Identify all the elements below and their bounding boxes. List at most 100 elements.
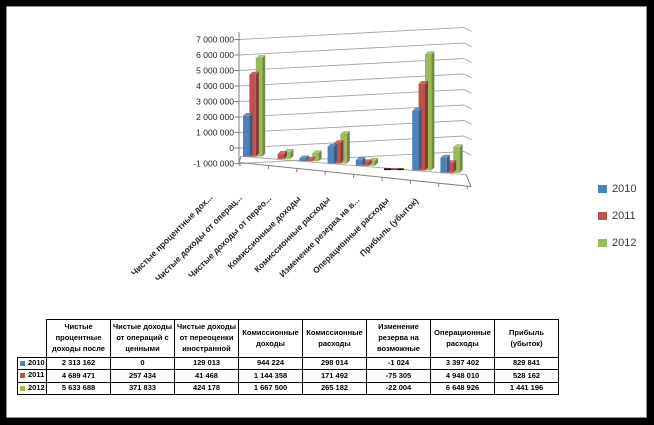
legend-label: 2010 <box>612 183 637 195</box>
table-row-header: 2012 <box>17 381 47 395</box>
gridline-side <box>463 89 472 94</box>
legend-swatch-icon <box>598 212 607 220</box>
table-cell: 371 833 <box>110 381 175 395</box>
chart-legend: 2010 2011 2012 <box>598 183 636 264</box>
bar-2011-cat2 <box>277 151 288 159</box>
gridline-side <box>463 135 472 141</box>
gridline <box>238 42 465 56</box>
table-cell: 265 182 <box>302 381 367 395</box>
gridline-side <box>463 120 472 125</box>
table-col-header: Прибыль (убыток) <box>494 319 559 358</box>
legend-item-2012: 2012 <box>598 237 636 249</box>
table-cell: 41 468 <box>174 369 239 383</box>
bar-2010-cat5 <box>355 157 366 166</box>
row-year-label: 2010 <box>28 358 45 367</box>
legend-swatch-icon <box>598 185 607 193</box>
table-cell: -1 024 <box>366 356 431 371</box>
table-cell: 4 948 010 <box>430 369 495 383</box>
bar-2012-cat1 <box>255 55 266 157</box>
bar-2011-cat1 <box>248 71 260 157</box>
table-cell: 944 224 <box>238 356 303 371</box>
bar-2011-cat4 <box>333 140 344 164</box>
y-axis-label: 4 000 000 <box>196 81 234 91</box>
table-cell: 528 162 <box>494 369 559 383</box>
bar-2010-cat1 <box>242 113 253 157</box>
table-cell: 5 633 688 <box>46 381 111 395</box>
legend-item-2011: 2011 <box>598 210 636 222</box>
table-row-header: 2011 <box>17 369 47 383</box>
y-axis-label: 7 000 000 <box>196 34 234 44</box>
floor-right-edge <box>465 174 472 187</box>
table-cell: 129 013 <box>174 356 239 371</box>
data-table: Чистые процентные доходы после Чистые дох… <box>17 319 559 395</box>
bar-2010-cat7 <box>411 108 423 171</box>
table-col-header: Чистые доходы от операций с ценными <box>110 319 175 358</box>
gridline-side <box>463 151 472 156</box>
y-axis-label: 6 000 000 <box>196 50 234 60</box>
table-cell: 2 313 162 <box>46 356 111 371</box>
bar-2012-cat4 <box>339 131 351 164</box>
bar-2012-cat7 <box>424 51 435 171</box>
legend-label: 2011 <box>612 210 636 222</box>
legend-swatch-icon <box>598 239 607 247</box>
y-axis-label: 1 000 000 <box>196 127 234 137</box>
table-cell: 4 689 471 <box>46 369 111 383</box>
legend-item-2010: 2010 <box>598 183 636 195</box>
series-swatch-icon <box>20 385 25 391</box>
table-cell: 1 667 500 <box>238 381 303 395</box>
gridline-side <box>463 73 472 79</box>
bar-2010-cat8 <box>439 155 451 173</box>
gridline-side <box>463 42 472 48</box>
gridline <box>238 27 465 40</box>
y-axis-label: 2 000 000 <box>196 112 234 122</box>
table-row-2012: 2012 5 633 688 371 833 424 178 1 667 500 265 … <box>17 381 559 395</box>
series-swatch-icon <box>20 373 25 379</box>
row-year-label: 2011 <box>28 370 45 380</box>
table-cell: -75 305 <box>366 369 431 383</box>
bar-2012-cat6 <box>396 168 404 171</box>
table-cell: 424 178 <box>174 381 239 395</box>
table-cell: 171 492 <box>302 369 367 383</box>
y-axis-label: 0 <box>229 143 234 153</box>
table-col-header: Чистые процентные доходы после <box>46 319 111 358</box>
category-axis-line <box>238 162 472 187</box>
table-cell: 829 841 <box>494 356 559 371</box>
table-row-2011: 2011 4 689 471 257 434 41 468 1 144 358 171 4… <box>17 369 559 383</box>
y-axis-label: -1 000 000 <box>193 158 234 168</box>
page-panel: 7 000 000 6 000 000 5 000 000 4 000 000 3 00… <box>6 6 647 418</box>
table-col-header: Изменение резерва на возможные <box>366 319 431 358</box>
table-col-header: Комиссионные доходы <box>238 319 303 358</box>
bar-2010-cat4 <box>327 143 338 164</box>
bar-2011-cat6 <box>390 168 398 171</box>
table-cell: 1 441 196 <box>494 381 559 395</box>
table-cell: 0 <box>110 356 175 371</box>
legend-label: 2012 <box>612 237 637 249</box>
bar-chart-3d[interactable]: 7 000 000 6 000 000 5 000 000 4 000 000 3 00… <box>7 7 646 417</box>
row-year-label: 2012 <box>28 382 45 392</box>
table-cell: 6 648 926 <box>430 381 495 395</box>
category-label: Прибыль (убыток) <box>358 196 421 259</box>
gridline-side <box>463 58 472 63</box>
bar-2010-cat6 <box>384 168 391 171</box>
table-row-header: 2010 <box>17 356 47 371</box>
table-col-header: Комиссионные расходы <box>302 319 367 358</box>
table-cell: -22 004 <box>366 381 431 395</box>
table-cell: 298 014 <box>302 356 367 371</box>
bar-2010-cat3 <box>298 155 310 162</box>
bar-2012-cat8 <box>452 144 464 173</box>
floor-back-edge <box>240 155 467 176</box>
table-col-header: Операционные расходы <box>430 319 495 358</box>
table-cell: 3 397 402 <box>430 356 495 371</box>
table-row-2010: 2010 2 313 162 0 129 013 944 224 298 014 -1 02… <box>17 356 559 371</box>
series-swatch-icon <box>20 360 25 366</box>
table-cell: 257 434 <box>110 369 175 383</box>
table-corner-cell <box>18 320 47 358</box>
y-axis-label: 3 000 000 <box>196 96 234 106</box>
gridline-side <box>463 27 472 32</box>
table-header-row: Чистые процентные доходы после Чистые дох… <box>18 319 559 358</box>
bar-2011-cat7 <box>418 81 429 171</box>
table-col-header: Чистые доходы от переоценки иностранной <box>174 319 239 358</box>
y-axis-label: 5 000 000 <box>196 65 234 75</box>
bar-2012-cat3 <box>311 150 323 162</box>
table-cell: 1 144 358 <box>238 369 303 383</box>
